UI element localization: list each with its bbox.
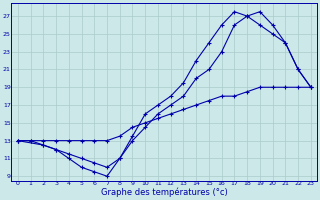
X-axis label: Graphe des températures (°c): Graphe des températures (°c) (101, 188, 228, 197)
